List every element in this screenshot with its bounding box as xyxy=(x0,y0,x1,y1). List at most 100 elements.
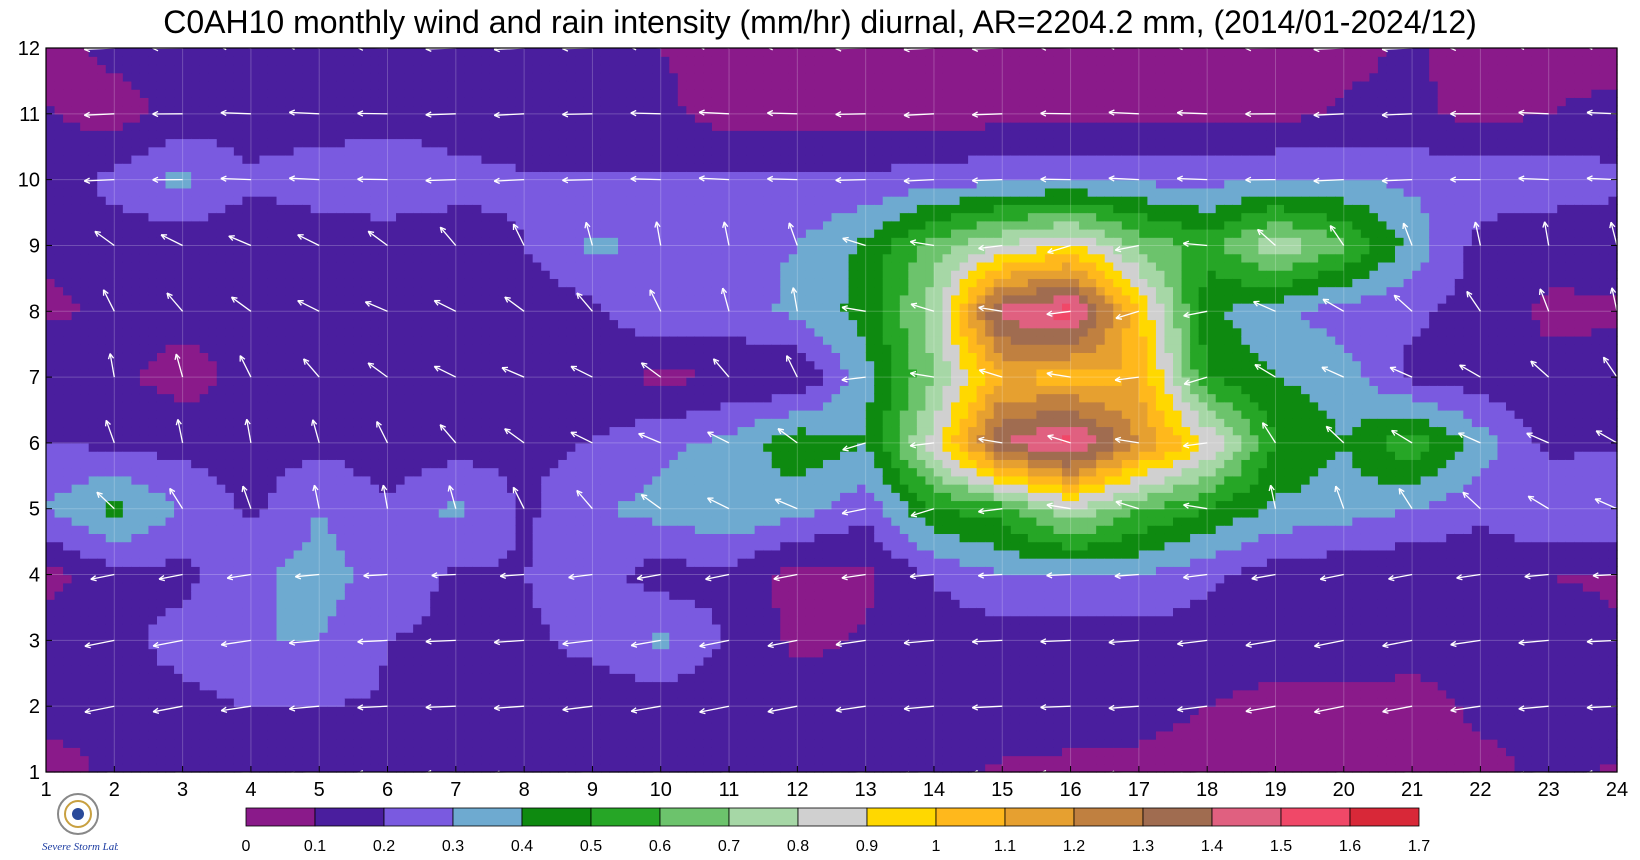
contour-cell xyxy=(183,402,192,411)
contour-cell xyxy=(234,270,243,279)
contour-cell xyxy=(80,443,89,452)
contour-cell xyxy=(294,344,303,353)
contour-cell xyxy=(328,747,337,756)
contour-cell xyxy=(106,320,115,329)
contour-cell xyxy=(106,731,115,740)
contour-cell xyxy=(131,377,140,386)
contour-cell xyxy=(114,517,123,526)
contour-cell xyxy=(217,451,226,460)
contour-cell xyxy=(183,171,192,180)
contour-cell xyxy=(106,747,115,756)
contour-cell xyxy=(208,583,217,592)
contour-cell xyxy=(234,114,243,123)
contour-cell xyxy=(302,97,311,106)
contour-cell xyxy=(302,229,311,238)
contour-cell xyxy=(294,657,303,666)
contour-cell xyxy=(157,254,166,263)
contour-cell xyxy=(328,361,337,370)
contour-cell xyxy=(379,139,388,148)
contour-cell xyxy=(46,97,55,106)
contour-cell xyxy=(225,114,234,123)
contour-cell xyxy=(166,188,175,197)
contour-cell xyxy=(63,509,72,518)
contour-cell xyxy=(140,616,149,625)
contour-cell xyxy=(174,616,183,625)
contour-cell xyxy=(268,632,277,641)
contour-cell xyxy=(268,394,277,403)
contour-cell xyxy=(242,657,251,666)
contour-cell xyxy=(268,369,277,378)
contour-cell xyxy=(55,328,64,337)
contour-cell xyxy=(174,139,183,148)
contour-cell xyxy=(72,344,81,353)
contour-cell xyxy=(251,591,260,600)
contour-cell xyxy=(114,509,123,518)
contour-cell xyxy=(268,657,277,666)
contour-cell xyxy=(336,492,345,501)
contour-cell xyxy=(208,558,217,567)
contour-cell xyxy=(217,204,226,213)
contour-cell xyxy=(379,616,388,625)
contour-cell xyxy=(370,542,379,551)
contour-cell xyxy=(285,533,294,542)
contour-cell xyxy=(345,336,354,345)
contour-cell xyxy=(106,583,115,592)
contour-cell xyxy=(80,213,89,222)
contour-cell xyxy=(302,254,311,263)
contour-cell xyxy=(379,525,388,534)
contour-cell xyxy=(123,558,132,567)
contour-cell xyxy=(268,106,277,115)
contour-cell xyxy=(328,262,337,271)
contour-cell xyxy=(285,147,294,156)
contour-cell xyxy=(353,196,362,205)
contour-cell xyxy=(174,443,183,452)
contour-cell xyxy=(208,698,217,707)
contour-cell xyxy=(208,237,217,246)
contour-cell xyxy=(328,550,337,559)
contour-cell xyxy=(294,73,303,82)
contour-cell xyxy=(319,106,328,115)
contour-cell xyxy=(353,418,362,427)
contour-cell xyxy=(353,163,362,172)
contour-cell xyxy=(166,336,175,345)
contour-cell xyxy=(370,649,379,658)
contour-cell xyxy=(80,649,89,658)
contour-cell xyxy=(140,278,149,287)
contour-cell xyxy=(63,106,72,115)
contour-cell xyxy=(277,377,286,386)
contour-cell xyxy=(388,48,397,57)
contour-cell xyxy=(80,616,89,625)
contour-cell xyxy=(242,649,251,658)
contour-cell xyxy=(242,673,251,682)
contour-cell xyxy=(114,180,123,189)
contour-cell xyxy=(89,558,98,567)
contour-cell xyxy=(336,501,345,510)
contour-cell xyxy=(311,714,320,723)
contour-cell xyxy=(294,591,303,600)
contour-cell xyxy=(311,764,320,773)
contour-cell xyxy=(225,155,234,164)
contour-cell xyxy=(148,278,157,287)
contour-cell xyxy=(72,221,81,230)
contour-cell xyxy=(89,501,98,510)
contour-cell xyxy=(46,204,55,213)
contour-cell xyxy=(294,369,303,378)
contour-cell xyxy=(80,410,89,419)
contour-cell xyxy=(174,550,183,559)
contour-cell xyxy=(311,196,320,205)
contour-cell xyxy=(251,443,260,452)
contour-cell xyxy=(311,188,320,197)
contour-cell xyxy=(319,706,328,715)
contour-cell xyxy=(131,624,140,633)
contour-cell xyxy=(251,114,260,123)
contour-cell xyxy=(353,542,362,551)
contour-cell xyxy=(345,723,354,732)
contour-cell xyxy=(277,155,286,164)
contour-cell xyxy=(234,632,243,641)
contour-cell xyxy=(191,632,200,641)
contour-cell xyxy=(302,311,311,320)
contour-cell xyxy=(353,525,362,534)
contour-cell xyxy=(336,731,345,740)
contour-cell xyxy=(370,336,379,345)
contour-cell xyxy=(183,361,192,370)
